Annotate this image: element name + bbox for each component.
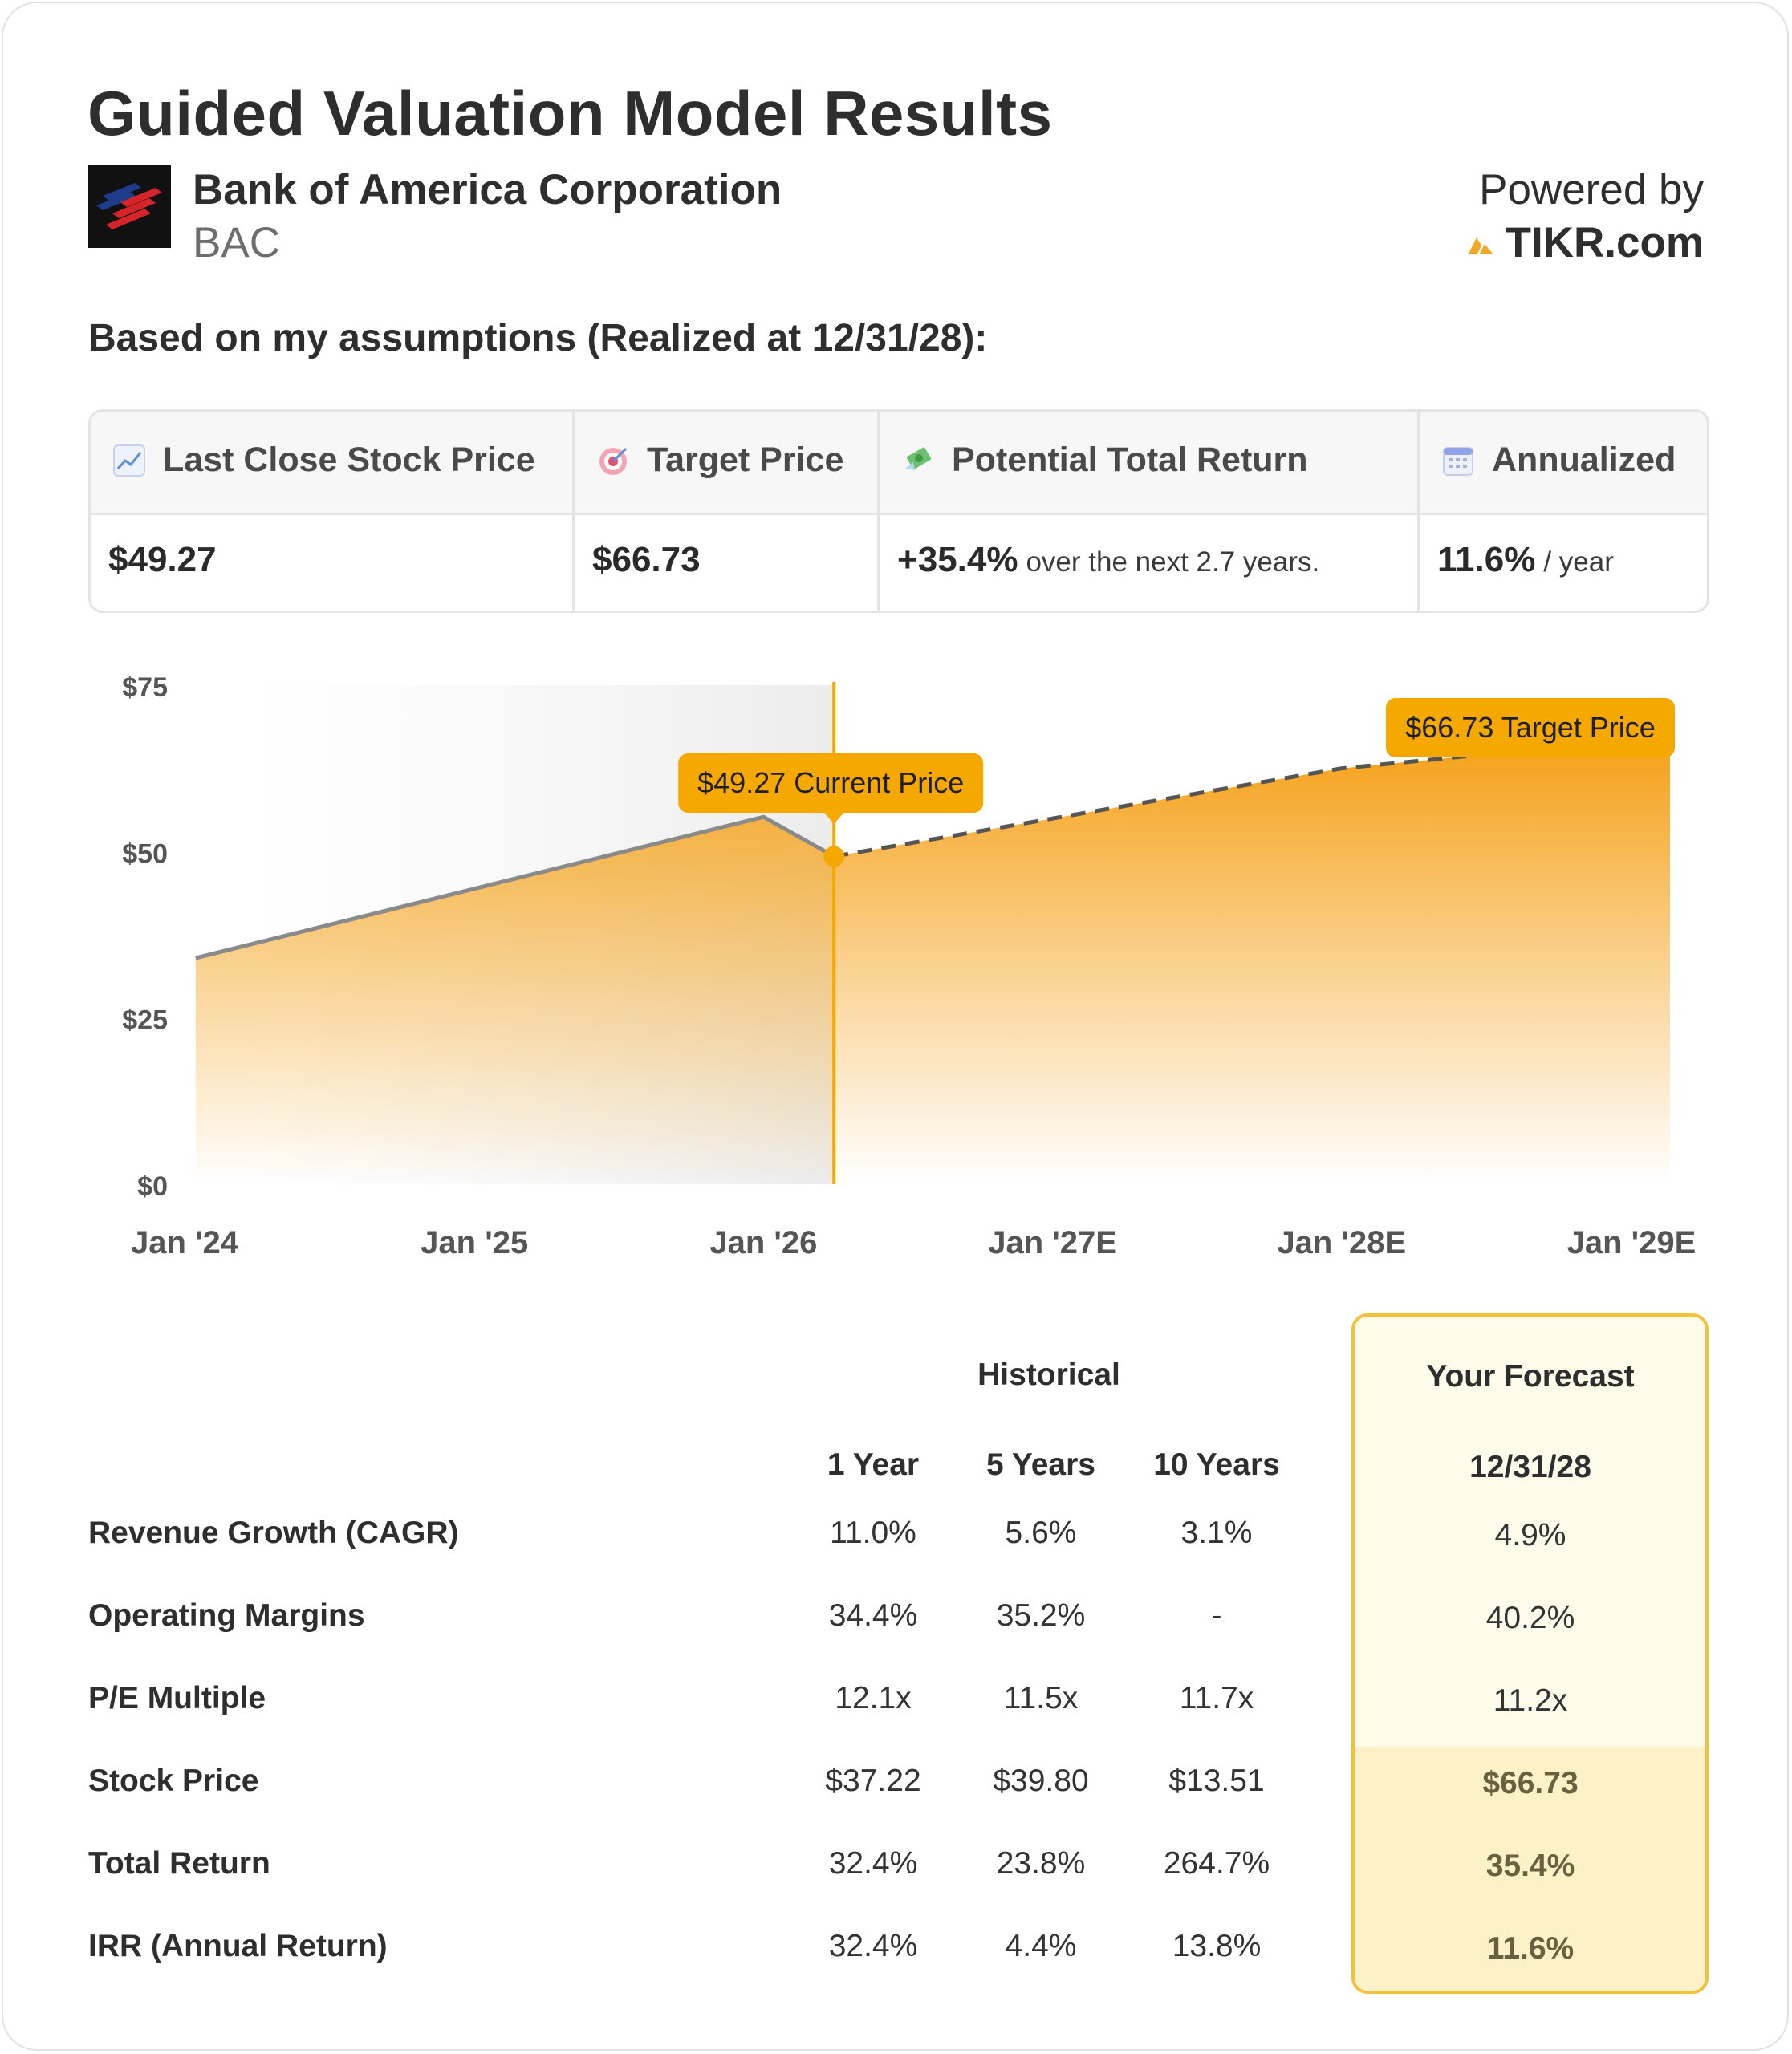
cell-y1: 32.4% (828, 1846, 918, 1881)
forecast-area (834, 740, 1670, 1184)
ticker-symbol: BAC (193, 219, 280, 266)
cell-y5: 23.8% (996, 1846, 1086, 1881)
assumptions-subtitle: Based on my assumptions (Realized at 12/… (88, 317, 988, 359)
metric-last-close: Last Close Stock Price $49.27 (91, 412, 575, 611)
x-tick-label: Jan '28E (1277, 1225, 1406, 1260)
current-price-label-pointer (824, 813, 844, 824)
historical-group-header: Historical (977, 1358, 1120, 1392)
current-price-label-bg (678, 753, 984, 813)
brand-name: TIKR.com (1505, 219, 1704, 266)
col-header-forecast: 12/31/28 (1469, 1450, 1591, 1484)
cell-y10: 11.7x (1179, 1681, 1254, 1715)
cell-y10: 3.1% (1180, 1516, 1253, 1550)
calendar-icon (1443, 446, 1473, 476)
forecast-column (1351, 1313, 1709, 1994)
historical-line (195, 814, 835, 960)
price-chart: $75 $50 $25 $0 Jan '24 Jan '25 Jan '26 Jan '27E… (122, 672, 1697, 1260)
last-close-value: $49.27 (108, 540, 217, 579)
forecast-group-header: Your Forecast (1426, 1359, 1635, 1394)
total-return-value: +35.4% (897, 540, 1018, 579)
cell-forecast: 40.2% (1485, 1601, 1575, 1635)
last-close-label: Last Close Stock Price (163, 440, 535, 479)
cell-forecast: 11.6% (1486, 1931, 1575, 1966)
x-tick-label: Jan '29E (1567, 1225, 1697, 1260)
col-header-5y: 5 Years (986, 1447, 1095, 1482)
total-return-label: Potential Total Return (952, 440, 1308, 479)
cell-forecast: $66.73 (1482, 1766, 1579, 1800)
row-label: Revenue Growth (CAGR) (88, 1516, 459, 1550)
annualized-label: Annualized (1492, 440, 1676, 479)
metric-target-price: Target Price $66.73 (575, 412, 880, 611)
x-tick-label: Jan '24 (131, 1225, 239, 1260)
cell-y10: - (1211, 1598, 1222, 1633)
company-name: Bank of America Corporation (193, 166, 782, 213)
row-label: IRR (Annual Return) (88, 1929, 388, 1963)
cell-y1: 11.0% (830, 1516, 916, 1550)
col-header-1y: 1 Year (827, 1447, 920, 1482)
brand-link[interactable]: TIKR.com (1467, 218, 1704, 267)
target-price-label: $66.73 Target Price (1405, 711, 1656, 744)
cell-y10: 264.7% (1163, 1846, 1270, 1881)
metric-annualized: Annualized 11.6% / year (1420, 412, 1707, 611)
cell-y1: $37.22 (825, 1764, 921, 1798)
target-price-value: $66.73 (592, 540, 701, 579)
x-tick-label: Jan '26 (709, 1225, 817, 1260)
metrics-table: Last Close Stock Price $49.27 Target Pri… (88, 409, 1709, 613)
y-tick-label: $0 (137, 1171, 168, 1202)
total-return-note: over the next 2.7 years. (1026, 546, 1320, 578)
cell-y1: 34.4% (828, 1598, 918, 1633)
cell-y5: 35.2% (996, 1598, 1086, 1633)
cell-y5: $39.80 (993, 1764, 1089, 1798)
cell-y1: 32.4% (828, 1929, 918, 1963)
target-price-label: Target Price (647, 440, 844, 479)
money-wings-icon (905, 446, 932, 470)
target-price-label-bg (1386, 698, 1676, 757)
x-tick-label: Jan '27E (988, 1225, 1117, 1260)
cell-y10: $13.51 (1168, 1764, 1265, 1798)
current-price-point (823, 846, 845, 867)
cell-y1: 12.1x (835, 1681, 912, 1715)
y-tick-label: $75 (122, 672, 168, 703)
cell-y5: 11.5x (1003, 1681, 1079, 1715)
y-tick-label: $50 (122, 838, 168, 869)
x-tick-label: Jan '25 (421, 1225, 528, 1260)
bank-flag-icon (88, 165, 171, 248)
company-logo (88, 165, 171, 248)
page-title: Guided Valuation Model Results (87, 78, 1053, 148)
metrics-header-bg (91, 412, 1707, 515)
target-icon (599, 447, 628, 475)
chart-up-icon (113, 444, 145, 477)
cell-y5: 4.4% (1005, 1929, 1077, 1963)
row-label: Stock Price (88, 1764, 259, 1798)
annualized-value: 11.6% (1437, 540, 1536, 579)
col-header-10y: 10 Years (1153, 1447, 1280, 1482)
cell-y10: 13.8% (1172, 1929, 1262, 1963)
annualized-note: / year (1543, 546, 1614, 578)
row-label: P/E Multiple (88, 1681, 266, 1715)
row-label: Operating Margins (88, 1598, 365, 1633)
powered-by-label: Powered by (1479, 166, 1704, 213)
cell-forecast: 35.4% (1485, 1849, 1575, 1883)
row-label: Total Return (88, 1846, 270, 1881)
metric-total-return: Potential Total Return +35.4% over the ne… (880, 412, 1420, 611)
y-tick-label: $25 (122, 1005, 168, 1036)
current-price-label: $49.27 Current Price (697, 766, 964, 799)
cell-forecast: 11.2x (1493, 1683, 1568, 1718)
forecast-highlight (1355, 1747, 1705, 1991)
historical-area (195, 817, 835, 1184)
tikr-logo-icon (1468, 237, 1493, 254)
cell-y5: 5.6% (1005, 1516, 1077, 1550)
cell-forecast: 4.9% (1494, 1518, 1566, 1553)
